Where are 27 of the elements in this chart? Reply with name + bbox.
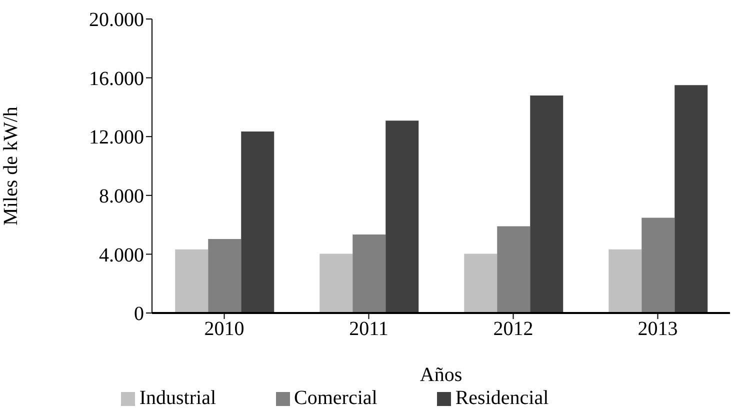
x-tick-label: 2010 [204,318,244,340]
y-tick-label: 16.000 [89,68,144,90]
bar [497,226,530,313]
legend-label: Industrial [139,387,216,409]
bar [241,131,274,313]
x-tick-label: 2011 [349,318,388,340]
y-tick-label: 20.000 [89,9,144,32]
y-tick-label: 0 [134,303,144,326]
bar [386,120,419,313]
y-tick-label: 4.000 [99,244,144,266]
bar [608,249,642,313]
bar [674,85,708,313]
y-axis-title: Miles de kW/h [0,106,22,226]
y-tick-label: 8.000 [99,186,144,208]
y-tick-label: 12.000 [89,126,144,149]
legend-label: Residencial [455,387,549,409]
bar [352,234,386,313]
bar [642,218,675,313]
x-axis-title: Años [420,364,462,386]
x-tick-label: 2013 [638,318,678,340]
bar [208,239,242,313]
x-tick-label: 2012 [493,318,534,340]
bar [464,254,498,313]
bar [530,95,564,313]
bar [175,249,208,313]
bar [320,254,353,313]
legend-label: Comercial [294,387,378,409]
